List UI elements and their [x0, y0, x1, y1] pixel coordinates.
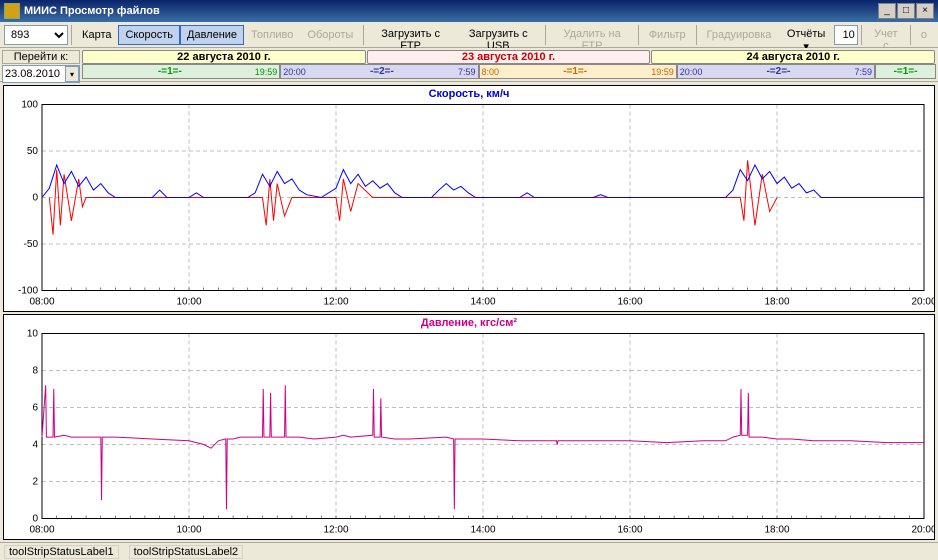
map-button[interactable]: Карта	[75, 25, 118, 45]
svg-text:18:00: 18:00	[764, 525, 789, 536]
shift-segment[interactable]: -=1=-	[875, 64, 936, 79]
shift-segment[interactable]: 20:00-=2=-7:59	[280, 64, 478, 79]
calibration-button[interactable]: Градуировка	[700, 25, 779, 45]
pressure-button[interactable]: Давление	[180, 25, 244, 45]
date-picker[interactable]: 23.08.2010 ▾	[2, 65, 80, 83]
toolbar-separator	[363, 25, 364, 45]
shift-segment[interactable]: 8:00-=1=-19:59	[479, 64, 677, 79]
svg-text:50: 50	[27, 146, 39, 157]
goto-label: Перейти к:	[2, 50, 80, 64]
svg-text:100: 100	[21, 100, 38, 111]
speed-chart-svg: -100 -50 0 50 100 08:00 10:00 12:00 14:00 16:00 18…	[4, 100, 934, 309]
status-bar: toolStripStatusLabel1 toolStripStatusLab…	[0, 542, 938, 560]
shift-segment[interactable]: -=1=-19:59	[82, 64, 280, 79]
accounting-button[interactable]: Учет с	[865, 25, 907, 45]
toolbar-separator	[696, 25, 697, 45]
svg-text:4: 4	[32, 440, 38, 451]
rpm-button[interactable]: Обороты	[300, 25, 360, 45]
svg-text:-50: -50	[24, 239, 39, 250]
load-ftp-button[interactable]: Загрузить с FTP	[367, 25, 454, 45]
close-button[interactable]: ×	[916, 3, 934, 19]
status-label-1: toolStripStatusLabel1	[4, 545, 119, 559]
count-input[interactable]	[834, 25, 858, 45]
fuel-button[interactable]: Топливо	[244, 25, 300, 45]
charts-area: Скорость, км/ч -100-5005010008:0010:0012…	[0, 82, 938, 542]
maximize-button[interactable]: □	[897, 3, 915, 19]
date-value: 23.08.2010	[3, 68, 65, 80]
svg-text:20:00: 20:00	[911, 297, 934, 308]
svg-text:16:00: 16:00	[617, 525, 642, 536]
minimize-button[interactable]: _	[878, 3, 896, 19]
speed-button[interactable]: Скорость	[118, 25, 180, 45]
shift-segment[interactable]: 20:00-=2=-7:59	[677, 64, 875, 79]
title-bar: МИИС Просмотр файлов _ □ ×	[0, 0, 938, 22]
svg-text:12:00: 12:00	[323, 297, 348, 308]
svg-text:08:00: 08:00	[29, 297, 54, 308]
day-header[interactable]: 23 августа 2010 г.	[367, 50, 651, 64]
svg-text:08:00: 08:00	[29, 525, 54, 536]
chart-title: Скорость, км/ч	[4, 86, 934, 100]
svg-text:12:00: 12:00	[323, 525, 348, 536]
app-icon	[4, 3, 20, 19]
toolbar-separator	[910, 25, 911, 45]
svg-text:8: 8	[32, 366, 38, 377]
tail-button[interactable]: о	[914, 25, 934, 45]
speed-chart: Скорость, км/ч -100 -50 0 50 100 08:00 10:00 12…	[3, 85, 935, 312]
date-dropdown-button[interactable]: ▾	[65, 66, 79, 82]
toolbar-separator	[861, 25, 862, 45]
day-header[interactable]: 24 августа 2010 г.	[651, 50, 935, 64]
toolbar-separator	[71, 25, 72, 45]
svg-text:14:00: 14:00	[470, 525, 495, 536]
vehicle-select[interactable]: 893	[4, 25, 68, 45]
svg-text:20:00: 20:00	[911, 525, 934, 536]
svg-text:6: 6	[32, 403, 38, 414]
svg-text:14:00: 14:00	[470, 297, 495, 308]
status-label-2: toolStripStatusLabel2	[129, 545, 244, 559]
day-header[interactable]: 22 августа 2010 г.	[82, 50, 366, 64]
main-toolbar: 893 Карта Скорость Давление Топливо Обор…	[0, 22, 938, 48]
filter-button[interactable]: Фильтр	[642, 25, 693, 45]
svg-text:10:00: 10:00	[176, 525, 201, 536]
svg-text:-100: -100	[18, 286, 38, 297]
load-usb-button[interactable]: Загрузить с USB	[454, 25, 542, 45]
toolbar-separator	[545, 25, 546, 45]
chart-title: Давление, кгс/см²	[4, 315, 934, 329]
reports-button[interactable]: Отчёты ▾	[778, 25, 833, 45]
svg-text:2: 2	[32, 477, 38, 488]
svg-text:10:00: 10:00	[176, 297, 201, 308]
svg-text:0: 0	[32, 193, 38, 204]
window-title: МИИС Просмотр файлов	[24, 5, 878, 17]
pressure-chart: Давление, кгс/см² 0 2 4 6 8 10 08:00 10:00 12:00…	[3, 314, 935, 540]
delete-ftp-button[interactable]: Удалить на FTP	[549, 25, 634, 45]
toolbar-separator	[638, 25, 639, 45]
pressure-chart-svg: 0 2 4 6 8 10 08:00 10:00 12:00 14:00 16:00 18:00 20:…	[4, 329, 934, 537]
date-navigation: Перейти к: 23.08.2010 ▾ 22 августа 2010 …	[0, 48, 938, 82]
svg-text:10: 10	[27, 329, 39, 340]
svg-text:16:00: 16:00	[617, 297, 642, 308]
svg-text:0: 0	[32, 514, 38, 525]
svg-text:18:00: 18:00	[764, 297, 789, 308]
